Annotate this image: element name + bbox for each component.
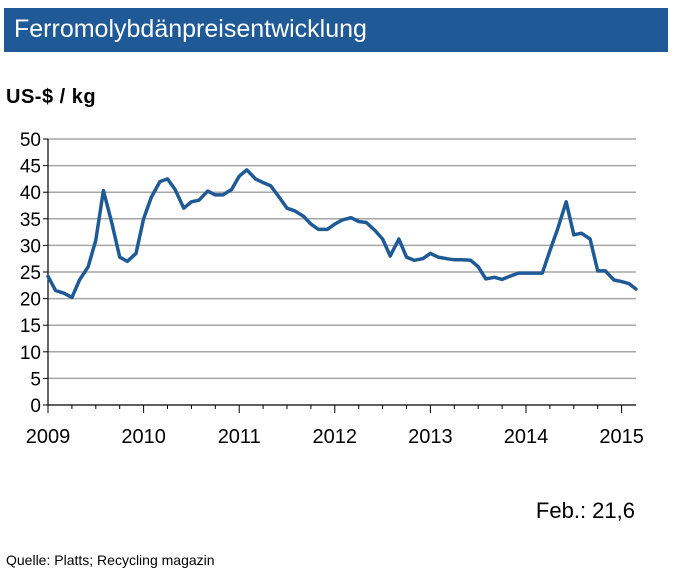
y-tick-label: 50 — [20, 130, 41, 151]
y-tick-label: 10 — [20, 343, 41, 364]
y-tick-label: 40 — [20, 183, 41, 204]
y-axis-unit-label: US-$ / kg — [6, 86, 97, 108]
x-tick-label: 2011 — [218, 426, 261, 448]
y-tick-label: 30 — [20, 236, 41, 257]
latest-value-note: Feb.: 21,6 — [535, 498, 635, 523]
y-tick-label: 20 — [20, 290, 41, 311]
y-tick-label: 15 — [20, 316, 41, 337]
y-tick-label: 35 — [20, 210, 41, 231]
source-note: Quelle: Platts; Recycling magazin — [6, 552, 215, 568]
x-tick-label: 2014 — [504, 426, 549, 448]
chart-title: Ferromolybdänpreisentwicklung — [14, 15, 367, 43]
x-tick-label: 2013 — [408, 426, 453, 448]
x-tick-label: 2009 — [26, 426, 71, 448]
x-tick-label: 2012 — [313, 426, 358, 448]
y-tick-label: 45 — [20, 157, 41, 178]
y-tick-label: 25 — [20, 263, 41, 284]
y-tick-label: 5 — [30, 369, 41, 390]
x-tick-label: 2010 — [121, 426, 166, 448]
chart-title-bar: Ferromolybdänpreisentwicklung — [4, 8, 668, 52]
price-line — [46, 168, 638, 300]
x-tick-label: 2015 — [599, 426, 644, 448]
y-tick-label: 0 — [30, 396, 41, 417]
